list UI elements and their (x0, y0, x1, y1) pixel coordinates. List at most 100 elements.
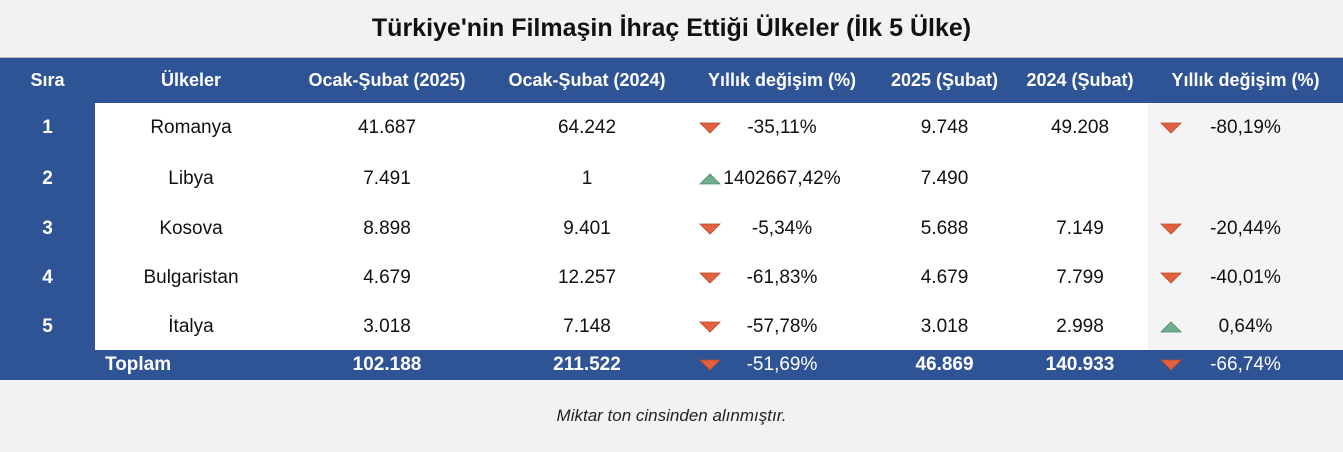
row-number: 1 (0, 103, 95, 152)
cell: 7.148 (487, 303, 687, 350)
row-number: 4 (0, 253, 95, 303)
column-header: Sıra (0, 58, 95, 103)
title: Türkiye'nin Filmaşin İhraç Ettiği Ülkele… (0, 0, 1343, 58)
cell-text: -61,83% (746, 267, 818, 288)
cell-text: 1 (581, 167, 593, 189)
cell-text: 1402667,42% (723, 167, 841, 189)
down-arrow (699, 359, 721, 371)
cell: -57,78% (687, 303, 877, 350)
cell: İtalya (95, 303, 287, 350)
cell-text: 7.149 (1056, 218, 1104, 239)
cell: 64.242 (487, 103, 687, 152)
column-header: Yıllık değişim (%) (1148, 58, 1343, 103)
cell: 2.998 (1012, 303, 1148, 350)
up-arrow (699, 172, 721, 184)
down-arrow (699, 272, 721, 284)
cell: -20,44% (1148, 205, 1343, 253)
down-arrow (1160, 223, 1182, 235)
cell: 49.208 (1012, 103, 1148, 152)
cell: 4.679 (877, 253, 1012, 303)
cell: Bulgaristan (95, 253, 287, 303)
cell: 9.748 (877, 103, 1012, 152)
cell-text: -57,78% (746, 315, 818, 337)
cell: -35,11% (687, 103, 877, 152)
cell-text: 4.679 (920, 267, 969, 288)
total-cell: -51,69% (687, 350, 877, 380)
down-arrow (699, 122, 721, 134)
cell-text: Kosova (159, 218, 223, 239)
cell-text: İtalya (168, 315, 214, 337)
cell: Romanya (95, 103, 287, 152)
row-number-text: 2 (42, 167, 53, 189)
cell-text: -35,11% (747, 116, 817, 138)
cell-text: 3.018 (363, 315, 411, 337)
column-header-text: Ülkeler (160, 70, 222, 90)
cell-text: 0,64% (1218, 315, 1273, 337)
column-header: Yıllık değişim (%) (687, 58, 877, 103)
cell: 12.257 (487, 253, 687, 303)
row-number-text: 5 (42, 315, 53, 337)
column-header-text: Yıllık değişim (%) (1171, 70, 1320, 90)
cell-text: 4.679 (363, 267, 411, 288)
cell-text: 7.148 (563, 315, 611, 337)
cell-text: Bulgaristan (143, 267, 239, 288)
cell: -5,34% (687, 205, 877, 253)
cell-text: -20,44% (1210, 218, 1281, 239)
cell: 5.688 (877, 205, 1012, 253)
cell: 9.401 (487, 205, 687, 253)
cell-text: 9.748 (920, 116, 969, 138)
column-header: Ülkeler (95, 58, 287, 103)
cell-text: -80,19% (1210, 116, 1281, 138)
cell: 8.898 (287, 205, 487, 253)
column-header-text: Sıra (30, 70, 65, 90)
cell: -40,01% (1148, 253, 1343, 303)
total-cell: -66,74% (1148, 350, 1343, 380)
total-cell-text: -66,74% (1210, 354, 1281, 375)
cell: 0,64% (1148, 303, 1343, 350)
total-cell-text: 102.188 (352, 354, 422, 375)
cell: -61,83% (687, 253, 877, 303)
cell: 1 (487, 152, 687, 205)
cell: Kosova (95, 205, 287, 253)
cell-text: Romanya (150, 116, 232, 138)
down-arrow (1160, 122, 1182, 134)
cell-text: 9.401 (563, 218, 611, 239)
down-arrow (1160, 272, 1182, 284)
cell-text: 3.018 (920, 315, 969, 337)
cell: 7.490 (877, 152, 1012, 205)
cell: 7.491 (287, 152, 487, 205)
total-cell-text: -51,69% (746, 354, 818, 375)
cell (1012, 152, 1148, 205)
total-cell: 46.869 (877, 350, 1012, 380)
cell-text: 12.257 (557, 267, 617, 288)
total-cell: 211.522 (487, 350, 687, 380)
cell: 41.687 (287, 103, 487, 152)
down-arrow (699, 321, 721, 333)
cell: 3.018 (877, 303, 1012, 350)
cell-text: 2.998 (1056, 315, 1104, 337)
cell: 3.018 (287, 303, 487, 350)
up-arrow (1160, 320, 1182, 332)
down-arrow (1160, 359, 1182, 371)
column-header: Ocak-Şubat (2024) (487, 58, 687, 103)
table: Sıra Ülkeler Ocak-Şubat (2025) Ocak-Şubat (… (0, 58, 1343, 380)
cell: 4.679 (287, 253, 487, 303)
total-cell: 102.188 (287, 350, 487, 380)
total-label: Toplam (95, 350, 287, 380)
total-label-text: Toplam (105, 354, 172, 375)
cell: 7.799 (1012, 253, 1148, 303)
footnote: Miktar ton cinsinden alınmıştır. (556, 406, 787, 425)
total-cell-text: 46.869 (915, 354, 974, 375)
column-header-text: Ocak-Şubat (2025) (308, 70, 466, 90)
cell: 7.149 (1012, 205, 1148, 253)
cell-text: 49.208 (1050, 116, 1110, 138)
cell-text: 7.799 (1056, 267, 1104, 288)
cell: Libya (95, 152, 287, 205)
row-number-text: 3 (42, 218, 53, 239)
cell: -80,19% (1148, 103, 1343, 152)
row-number-text: 4 (42, 267, 53, 288)
cell-text: -5,34% (751, 218, 813, 239)
cell-text: 8.898 (363, 218, 411, 239)
cell-text: 64.242 (557, 116, 617, 138)
total-cell (0, 350, 95, 380)
